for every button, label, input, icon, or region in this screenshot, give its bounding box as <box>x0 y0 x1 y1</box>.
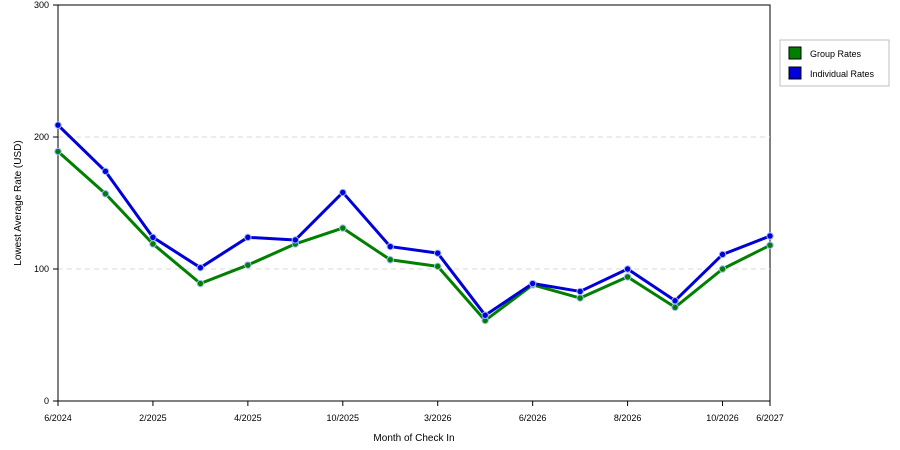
series-layer <box>54 121 774 325</box>
legend-swatch-group-rates <box>788 46 802 60</box>
x-tick-label: 6/2026 <box>519 413 547 423</box>
data-point-individual-rates <box>434 249 442 257</box>
data-point-group-rates <box>54 147 62 156</box>
data-point-individual-rates <box>528 279 537 288</box>
data-point-group-rates <box>101 190 110 198</box>
legend-label-individual-rates: Individual Rates <box>810 69 875 79</box>
data-point-individual-rates <box>766 232 774 240</box>
gridlines <box>58 136 770 270</box>
x-tick-label: 3/2026 <box>424 413 452 423</box>
data-point-group-rates <box>576 294 584 302</box>
x-tick-label: 6/2024 <box>44 413 72 423</box>
data-point-individual-rates <box>576 287 584 296</box>
data-point-individual-rates <box>623 265 632 273</box>
data-point-individual-rates <box>481 311 489 319</box>
x-tick-label: 4/2025 <box>234 413 262 423</box>
y-axis-title: Lowest Average Rate (USD) <box>13 140 24 265</box>
x-tick-label: 6/2027 <box>756 413 784 423</box>
data-point-individual-rates <box>718 250 727 259</box>
y-tick-label: 300 <box>34 0 49 10</box>
data-point-group-rates <box>434 262 442 271</box>
y-tick-label: 100 <box>34 264 49 274</box>
data-point-group-rates <box>766 241 774 249</box>
data-point-group-rates <box>339 224 347 232</box>
data-point-individual-rates <box>196 263 205 272</box>
data-point-group-rates <box>196 279 205 288</box>
y-tick-label: 200 <box>34 132 49 142</box>
data-point-individual-rates <box>54 121 62 129</box>
data-point-group-rates <box>671 303 679 311</box>
x-tick-label: 10/2025 <box>327 413 360 423</box>
data-point-group-rates <box>244 261 252 269</box>
x-tick-label: 10/2026 <box>706 413 739 423</box>
x-tick-label: 8/2026 <box>614 413 642 423</box>
data-point-individual-rates <box>149 233 157 242</box>
data-point-individual-rates <box>386 242 394 251</box>
data-point-group-rates <box>718 265 727 273</box>
y-tick-label: 0 <box>44 396 49 406</box>
series-line-group-rates <box>57 150 771 322</box>
data-point-individual-rates <box>291 236 300 244</box>
data-point-individual-rates <box>339 188 347 197</box>
plot-area <box>57 4 771 402</box>
data-point-individual-rates <box>244 233 252 242</box>
legend-label-group-rates: Group Rates <box>810 49 862 59</box>
data-point-group-rates <box>386 256 394 264</box>
x-axis: 6/2024 2/2025 4/2025 10/2025 3/2026 6/2026 8/2… <box>44 400 784 423</box>
x-tick-label: 2/2025 <box>139 413 167 423</box>
data-point-group-rates <box>149 240 157 248</box>
legend: Group Rates Individual Rates <box>779 39 890 87</box>
x-axis-title: Month of Check In <box>373 433 454 444</box>
series-line-individual-rates <box>56 124 771 317</box>
legend-swatch-individual-rates <box>788 66 802 80</box>
data-point-group-rates <box>623 273 632 281</box>
data-point-individual-rates <box>101 167 110 176</box>
data-point-individual-rates <box>671 296 679 305</box>
y-axis: 0 100 200 300 <box>34 0 59 406</box>
